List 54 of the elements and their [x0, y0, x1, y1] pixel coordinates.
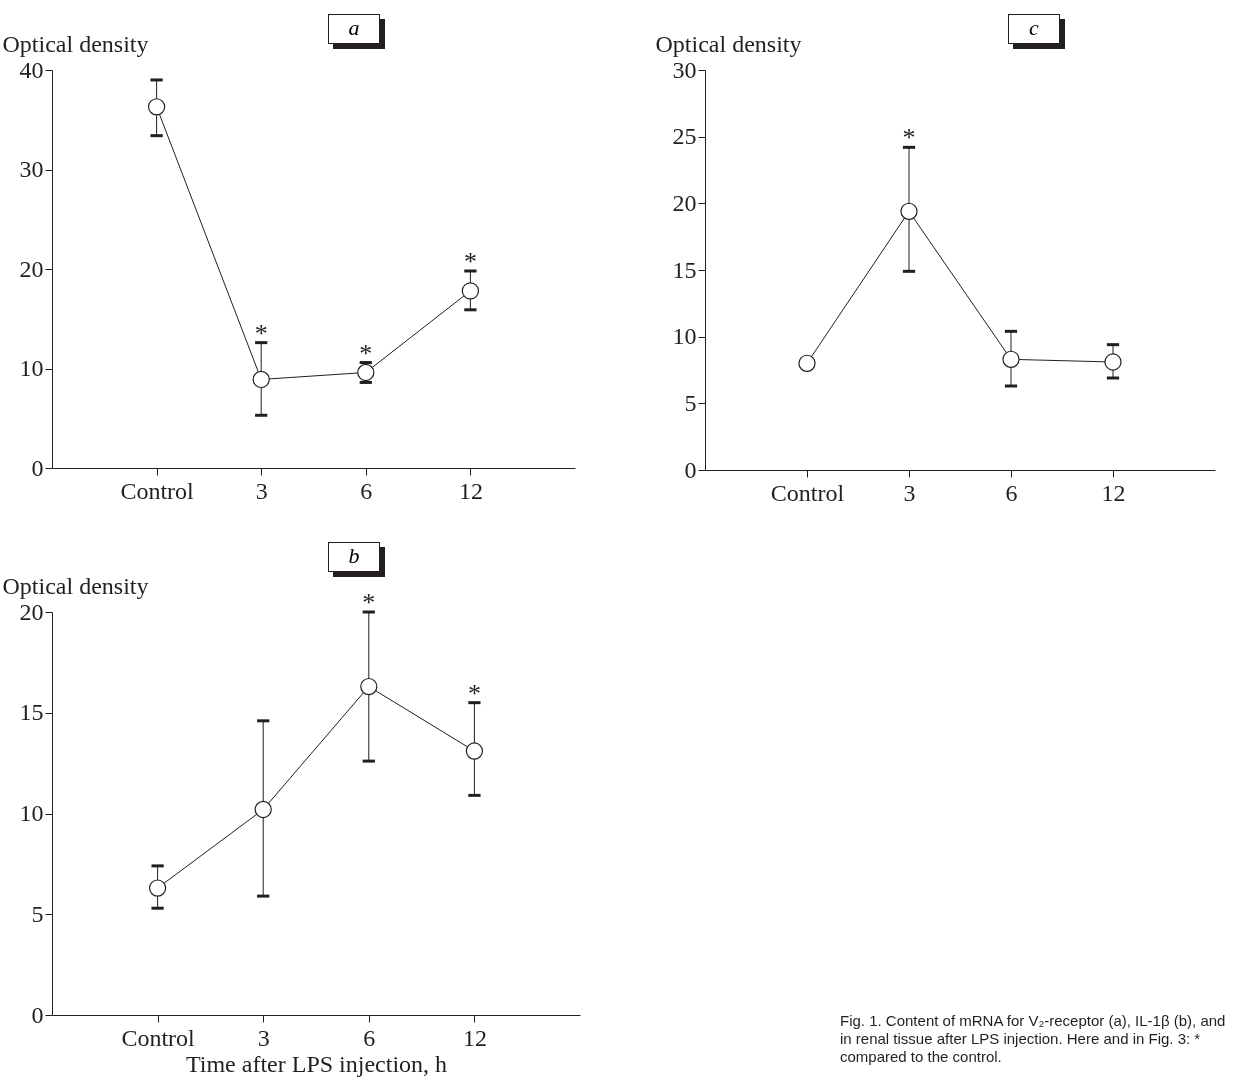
y-tick-label: 30 [672, 56, 697, 83]
x-tick-label: 6 [360, 477, 373, 504]
caption: Fig. 1. Content of mRNA for V₂-receptor (a), IL-1β (b), and in renal tissue after LPS injection. Here and in Fig. 3: * compared to the control. [840, 1012, 1227, 1066]
x-tick-label: Control [120, 477, 195, 504]
y-tick-label: 15 [672, 256, 697, 283]
y-tick-label: 20 [672, 189, 697, 216]
annotation: * [254, 318, 268, 348]
chart-title: b [328, 542, 380, 572]
x-tick-label: 6 [1005, 479, 1018, 506]
x-tick-label: 3 [255, 477, 268, 504]
x-tick-label: Control [121, 1024, 196, 1051]
annotation: * [902, 123, 916, 153]
x-tick-label: 3 [903, 479, 916, 506]
y-axis-title: Optical density [655, 30, 802, 57]
y-tick-label: 15 [19, 699, 44, 726]
annotation: * [362, 588, 376, 617]
annotation: * [463, 246, 477, 276]
point [798, 354, 816, 372]
chart-title: c [1008, 14, 1060, 44]
point [900, 202, 918, 220]
chart-title: a [328, 14, 380, 44]
y-tick-label: 0 [684, 456, 697, 483]
point [360, 677, 378, 696]
y-tick-label: 25 [672, 123, 697, 150]
y-tick-label: 0 [31, 454, 44, 481]
y-tick-label: 10 [19, 355, 44, 381]
x-axis-title: Time after LPS injection, h [185, 1050, 448, 1077]
y-tick-label: 5 [31, 900, 44, 927]
x-tick-label: Control [770, 479, 845, 506]
point [461, 282, 480, 300]
point [1002, 350, 1020, 368]
y-axis-title: Optical density [2, 30, 149, 57]
x-tick-label: 6 [363, 1024, 376, 1051]
y-tick-label: 30 [19, 156, 44, 182]
point [465, 742, 484, 760]
annotation: * [467, 678, 481, 708]
point [252, 370, 270, 389]
x-tick-label: 12 [458, 477, 483, 504]
x-tick-label: 3 [257, 1024, 270, 1051]
y-tick-label: 10 [672, 323, 697, 350]
y-tick-label: 0 [31, 1001, 44, 1028]
x-tick-label: 12 [1101, 479, 1126, 506]
point [147, 98, 166, 116]
x-tick-label: 12 [462, 1024, 487, 1051]
annotation: * [359, 338, 373, 368]
y-axis-title: Optical density [2, 572, 149, 599]
y-tick-label: 40 [19, 56, 44, 83]
y-tick-label: 5 [684, 389, 697, 416]
point [254, 800, 272, 819]
y-tick-label: 10 [19, 800, 44, 826]
y-tick-label: 20 [19, 255, 44, 282]
point [148, 879, 167, 897]
point [1104, 353, 1122, 371]
y-tick-label: 20 [19, 598, 44, 625]
